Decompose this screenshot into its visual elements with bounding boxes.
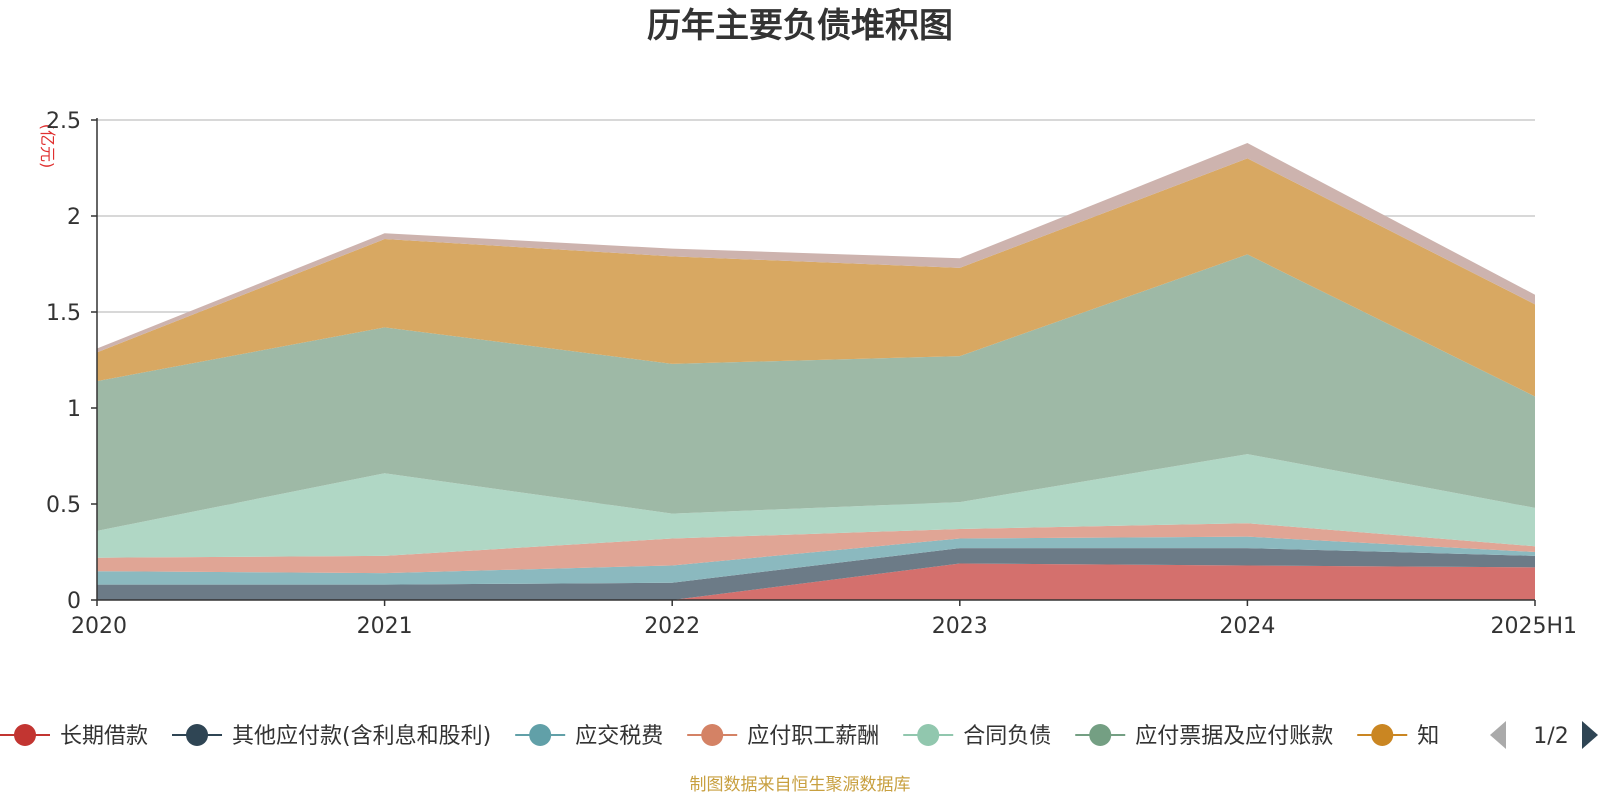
axes: 0 0.5 1 1.5 2 2.5 2020 2021 2022 2023 2024 2025H1 <box>46 109 1577 639</box>
legend-marker <box>1089 724 1112 746</box>
legend-item[interactable]: 合同负债 <box>903 724 1051 749</box>
legend-item[interactable]: 应交税费 <box>515 724 663 749</box>
data-source-note: 制图数据来自恒生聚源数据库 <box>690 775 911 795</box>
legend-item[interactable]: 应付职工薪酬 <box>687 724 879 749</box>
x-tick-label: 2025H1 <box>1490 614 1577 639</box>
area-series-5 <box>97 454 1535 558</box>
legend[interactable]: 长期借款 其他应付款(含利息和股利) 应交税费 应付职工薪酬 合同负债 应付票据及应付账款… <box>0 721 1598 749</box>
x-tick-label: 2021 <box>357 614 413 639</box>
legend-label: 应付职工薪酬 <box>747 724 879 749</box>
legend-marker <box>529 724 552 746</box>
legend-item[interactable]: 其他应付款(含利息和股利) <box>172 724 491 749</box>
legend-marker <box>14 724 36 746</box>
area-series-6 <box>97 254 1535 531</box>
legend-label: 其他应付款(含利息和股利) <box>232 724 491 749</box>
legend-page-indicator: 1/2 <box>1533 724 1568 749</box>
y-tick-label: 1.5 <box>46 301 81 326</box>
legend-item[interactable]: 长期借款 <box>0 724 148 749</box>
x-tick-label: 2023 <box>932 614 988 639</box>
chart-title: 历年主要负债堆积图 <box>647 6 953 46</box>
y-tick-label: 0.5 <box>46 493 81 518</box>
legend-label: 应付票据及应付账款 <box>1135 724 1333 749</box>
area-series-4 <box>97 523 1535 574</box>
legend-next-arrow-icon[interactable] <box>1582 721 1598 749</box>
area-series-group <box>97 143 1535 600</box>
area-series-7 <box>97 158 1535 397</box>
legend-marker <box>1371 724 1394 746</box>
legend-items: 长期借款 其他应付款(含利息和股利) 应交税费 应付职工薪酬 合同负债 应付票据及应付账款… <box>0 724 1439 749</box>
legend-marker <box>917 724 940 746</box>
area-series-3 <box>97 536 1535 585</box>
x-tick-label: 2020 <box>71 614 127 639</box>
y-tick-label: 2.5 <box>46 109 81 134</box>
x-tick-label: 2024 <box>1219 614 1275 639</box>
legend-item[interactable]: 知 <box>1357 724 1439 749</box>
legend-label: 合同负债 <box>963 724 1051 749</box>
legend-item[interactable]: 应付票据及应付账款 <box>1075 724 1333 749</box>
y-tick-label: 1 <box>67 397 81 422</box>
y-tick-label: 0 <box>67 589 81 614</box>
legend-label: 应交税费 <box>575 724 663 749</box>
x-tick-label: 2022 <box>644 614 700 639</box>
y-axis-unit-label: (亿元) <box>38 124 57 169</box>
legend-label: 长期借款 <box>60 724 148 749</box>
legend-prev-arrow-icon[interactable] <box>1490 721 1506 749</box>
legend-pager[interactable]: 1/2 <box>1490 721 1598 749</box>
y-tick-label: 2 <box>67 205 81 230</box>
legend-marker <box>186 724 209 746</box>
legend-marker <box>701 724 724 746</box>
legend-label: 知 <box>1417 724 1439 749</box>
area-series-2 <box>97 548 1535 600</box>
